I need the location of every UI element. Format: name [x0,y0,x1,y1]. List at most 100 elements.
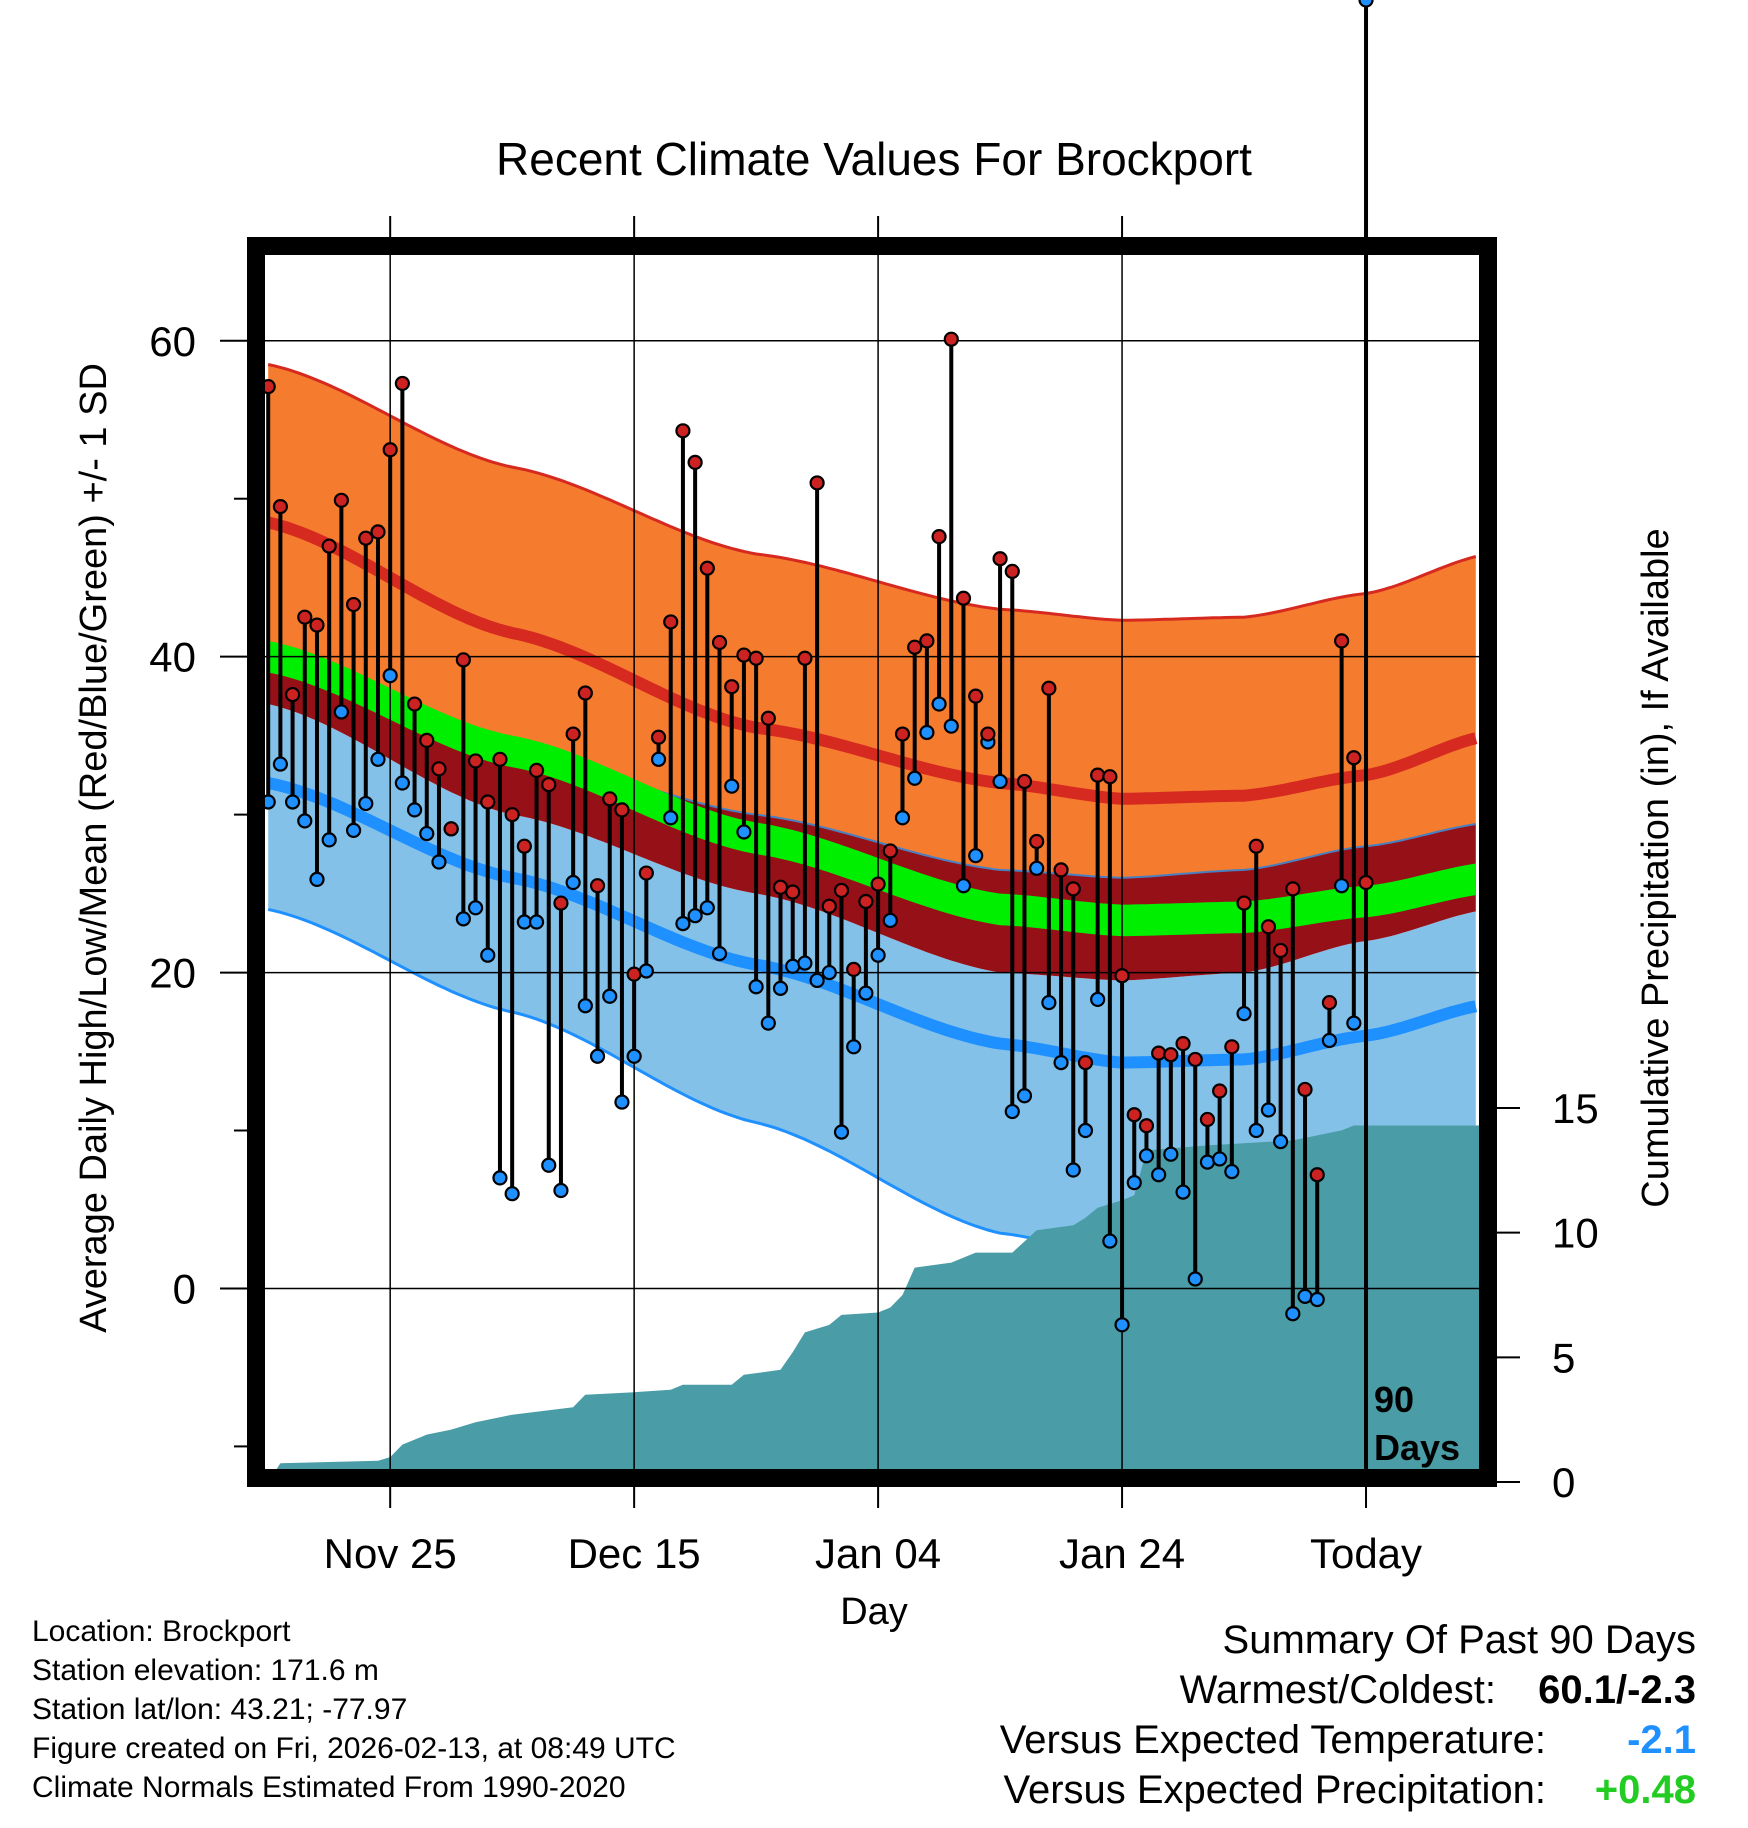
high-point [602,791,618,807]
high-point [1212,1083,1228,1099]
low-point [1077,1122,1094,1139]
high-point [1016,773,1033,790]
high-point [565,726,581,742]
low-point [748,979,764,995]
low-point [955,878,972,894]
high-point [553,895,569,911]
high-point [748,650,764,666]
low-point [1053,1054,1069,1071]
low-point [699,900,715,916]
high-point [663,614,679,630]
x-axis-label: Day [840,1591,908,1633]
low-point [541,1157,557,1173]
low-point [1029,860,1045,876]
low-point [382,668,398,684]
high-point [736,647,752,663]
high-sd-band [268,364,1476,878]
today-label-1: Days [1374,1427,1460,1468]
high-point [858,893,874,910]
elevation-text: Station elevation: 171.6 m [32,1654,379,1687]
low-point [297,813,313,829]
low-point [1236,1006,1252,1022]
low-point [1358,0,1374,8]
location-text: Location: Brockport [32,1615,291,1648]
high-point [992,551,1008,567]
high-mean-line [266,516,1478,805]
high-point [797,650,813,666]
low-point [675,915,691,932]
high-point [1236,895,1252,911]
high-point [419,732,435,748]
low-point [1114,1317,1130,1333]
high-point [541,777,557,793]
low-point [614,1094,630,1110]
high-point [272,499,288,515]
today-label-0: 90 [1374,1379,1414,1420]
high-point [870,876,886,892]
low-point [833,1124,850,1140]
summary-warmest-row: Warmest/Coldest: 60.1/-2.3 [896,1665,1696,1715]
low-point [650,751,667,767]
precip-label: Versus Expected Precipitation: [1003,1768,1546,1812]
low-point [760,1015,776,1031]
high-point [1199,1111,1216,1128]
high-point [504,807,520,823]
low-point [504,1186,520,1202]
created-text: Figure created on Fri, 2026-02-13, at 08… [32,1732,676,1765]
low-point [687,908,703,924]
low-point [1260,1102,1277,1118]
x-tick-label: Dec 15 [568,1530,701,1577]
plot-frame [247,237,1497,1487]
low-point [882,912,898,929]
high-point [894,726,911,742]
high-point [772,879,789,895]
low-point [492,1170,508,1186]
normals-text: Climate Normals Estimated From 1990-2020 [32,1771,626,1804]
high-point [1187,1051,1203,1068]
chart-title: Recent Climate Values For Brockport [496,133,1252,185]
high-point [1029,833,1045,850]
high-point [1224,1039,1240,1055]
high-point [1163,1047,1179,1063]
high-point [1102,769,1118,785]
high-point [333,492,349,508]
high-point [968,688,984,704]
low-point [358,795,374,812]
summary-temp-row: Versus Expected Temperature: -2.1 [896,1715,1696,1765]
plot-border [247,237,1497,1487]
high-point [821,898,837,914]
x-tick-label: Jan 04 [815,1530,941,1577]
high-point [1138,1118,1155,1134]
high-point [480,794,496,810]
high-point [284,686,301,703]
high-point [516,838,532,854]
low-point [1346,1015,1362,1031]
low-point [809,972,825,989]
low-point [1065,1162,1081,1178]
high-point [626,966,642,982]
low-point [711,946,728,962]
y-right-tick-label: 5 [1552,1334,1575,1381]
high-point [1248,838,1264,854]
y-tick-label: 0 [173,1265,196,1312]
high-point [809,475,825,491]
low-point [602,988,618,1004]
low-point [785,958,801,974]
low-point [626,1048,642,1064]
warmest-label: Warmest/Coldest: [1179,1668,1496,1712]
high-point [919,633,935,649]
low-point [370,751,386,767]
high-point [1090,767,1106,783]
low-point [467,900,484,916]
high-point [1273,942,1289,959]
high-point [1346,750,1362,766]
low-point [1090,991,1106,1008]
high-point [907,639,923,655]
y-right-tick-label: 0 [1552,1459,1575,1506]
low-point [1163,1146,1179,1162]
low-point [772,980,789,996]
mean-sd-band [268,664,1476,981]
high-point [699,560,715,576]
low-point [553,1182,569,1199]
